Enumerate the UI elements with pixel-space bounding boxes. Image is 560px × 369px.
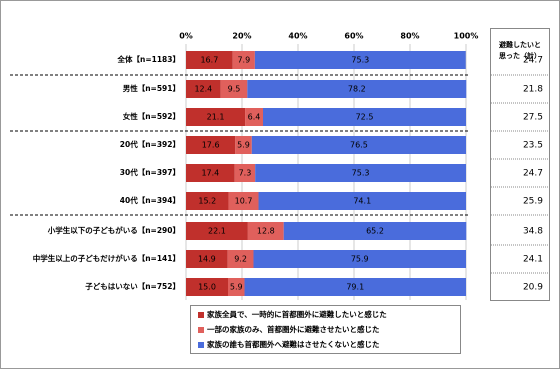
value-label: 76.5 [350, 141, 368, 150]
legend-swatch [198, 312, 204, 318]
bar-segment [253, 250, 466, 268]
bar-segment [245, 108, 263, 126]
value-label: 7.9 [237, 56, 250, 65]
bar-segment [247, 80, 467, 98]
category-label: 40代【n=394】 [120, 195, 180, 205]
bar-segment [186, 250, 228, 268]
value-label: 10.7 [235, 197, 253, 206]
value-label: 65.2 [366, 227, 384, 236]
bar-segment [247, 222, 284, 240]
total-value: 25.9 [523, 197, 543, 207]
value-label: 21.1 [207, 113, 225, 122]
bar-segment [186, 51, 233, 69]
bar-segment [258, 192, 466, 210]
bar-segment [228, 278, 245, 296]
bar-segment [232, 51, 255, 69]
bar-segment [186, 80, 221, 98]
category-label: 子どもはいない【n=752】 [85, 281, 180, 291]
category-label: 中学生以上の子どもだけがいる【n=141】 [33, 253, 180, 263]
x-tick-label: 80% [400, 32, 419, 41]
category-label: 小学生以下の子どもがいる【n=290】 [48, 225, 180, 235]
value-label: 74.1 [353, 197, 371, 206]
value-label: 75.9 [351, 255, 369, 264]
value-label: 12.8 [257, 227, 275, 236]
category-label: 全体【n=1183】 [117, 54, 181, 64]
total-value: 21.8 [523, 85, 543, 95]
value-label: 17.6 [202, 141, 220, 150]
value-label: 16.7 [200, 56, 218, 65]
x-tick-label: 0% [179, 32, 193, 41]
value-label: 75.3 [352, 169, 370, 178]
x-tick-label: 100% [454, 32, 479, 41]
value-label: 5.9 [230, 283, 243, 292]
category-label: 30代【n=397】 [120, 167, 180, 177]
legend-label: 家族全員で、一時的に首都圏外に避難したいと感じた [207, 309, 387, 319]
value-label: 15.2 [198, 197, 216, 206]
legend-swatch [198, 327, 204, 333]
x-tick-label: 40% [288, 32, 307, 41]
total-value: 27.5 [523, 113, 543, 123]
total-value: 24.1 [523, 255, 543, 265]
bar-segment [244, 278, 466, 296]
value-label: 7.3 [239, 169, 252, 178]
bar-segment [251, 136, 466, 154]
bar-segment [228, 192, 259, 210]
category-label: 女性【n=592】 [123, 111, 180, 121]
bar-segment [186, 108, 246, 126]
total-value: 34.8 [523, 227, 543, 237]
bar-segment [186, 136, 236, 154]
bar-segment [186, 278, 228, 296]
total-value: 24.7 [523, 56, 543, 66]
bar-segment [186, 222, 248, 240]
category-label: 男性【n=591】 [123, 83, 180, 93]
value-label: 15.0 [198, 283, 216, 292]
value-label: 17.4 [201, 169, 219, 178]
value-label: 9.5 [228, 85, 241, 94]
bar-segment [186, 192, 229, 210]
bar-segment [255, 164, 466, 182]
category-label: 20代【n=392】 [120, 139, 180, 149]
legend-swatch [198, 342, 204, 348]
legend [190, 305, 461, 354]
x-tick-label: 20% [232, 32, 251, 41]
bar-segment [234, 164, 256, 182]
bar-segment [254, 51, 466, 69]
x-tick-label: 60% [344, 32, 363, 41]
totals-table [490, 28, 550, 301]
value-label: 22.1 [208, 227, 226, 236]
totals-header: 避難したいと [498, 40, 541, 49]
totals-header: 思った（計） [499, 51, 541, 60]
legend-label: 一部の家族のみ、首都圏外に避難させたいと感じた [207, 324, 380, 334]
bar-segment [235, 136, 252, 154]
value-label: 5.9 [237, 141, 250, 150]
total-value: 20.9 [523, 283, 543, 293]
bar-segment [283, 222, 467, 240]
total-value: 23.5 [523, 141, 543, 151]
bar-segment [263, 108, 466, 126]
value-label: 12.4 [194, 85, 212, 94]
bar-segment [186, 164, 235, 182]
value-label: 75.3 [351, 56, 369, 65]
value-label: 78.2 [348, 85, 366, 94]
bar-segment [220, 80, 248, 98]
value-label: 9.2 [234, 255, 247, 264]
value-label: 79.1 [346, 283, 364, 292]
value-label: 6.4 [248, 113, 261, 122]
value-label: 72.5 [356, 113, 374, 122]
total-value: 24.7 [523, 169, 543, 179]
legend-label: 家族の誰も首都圏外へ避難はさせたくないと感じた [207, 339, 380, 349]
bar-segment [227, 250, 254, 268]
value-label: 14.9 [198, 255, 216, 264]
